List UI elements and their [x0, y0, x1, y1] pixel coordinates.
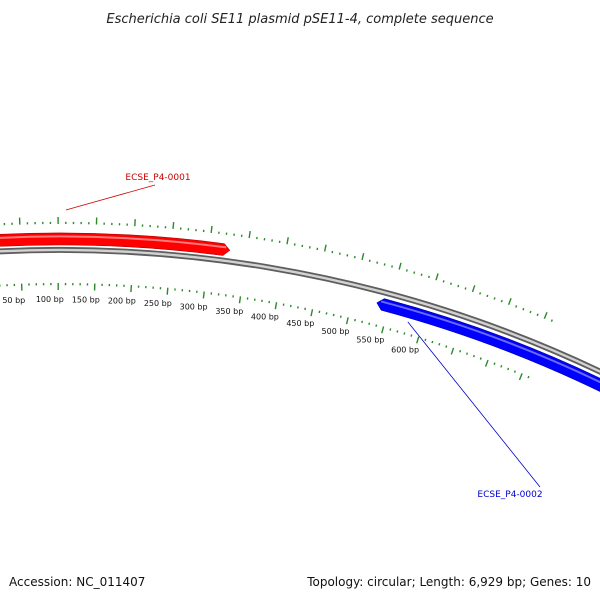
inner-tick — [381, 326, 385, 334]
inner-tick — [274, 302, 278, 310]
outer-tick — [486, 294, 489, 298]
backbone-inner — [0, 248, 600, 373]
feature-label-forward: ECSE_P4-0001 — [125, 173, 190, 183]
tick-label: 50 bp — [2, 296, 25, 305]
outer-tick — [500, 299, 503, 303]
tick-label: 200 bp — [108, 297, 136, 306]
tick-label: 150 bp — [72, 295, 100, 304]
inner-tick — [500, 365, 503, 368]
feature-leader-forward — [65, 184, 156, 211]
inner-tick — [389, 328, 392, 331]
inner-tick — [466, 352, 469, 355]
sequence-summary: Topology: circular; Length: 6,929 bp; Ge… — [306, 575, 591, 589]
outer-tick — [248, 230, 251, 239]
tick-label: 350 bp — [215, 307, 243, 316]
outer-tick — [383, 263, 386, 266]
inner-tick — [202, 291, 205, 299]
outer-tick — [471, 285, 476, 293]
outer-tick — [368, 259, 371, 262]
feature-label-reverse: ECSE_P4-0002 — [477, 490, 542, 500]
inner-tick — [166, 287, 169, 295]
inner-tick — [354, 318, 356, 322]
outer-tick — [442, 280, 445, 283]
inner-tick — [403, 332, 406, 335]
outer-tick — [405, 269, 408, 272]
tick-label: 250 bp — [144, 299, 172, 308]
outer-tick — [449, 282, 452, 285]
accession-label: Accession: NC_011407 — [9, 575, 145, 589]
inner-tick — [238, 296, 242, 304]
tick-label: 500 bp — [322, 327, 350, 336]
inner-tick — [507, 367, 510, 371]
outer-tick — [376, 261, 379, 264]
tick-label: 400 bp — [251, 313, 279, 322]
outer-tick — [172, 221, 175, 230]
inner-tick — [416, 336, 420, 344]
inner-tick — [375, 324, 378, 327]
inner-tick — [493, 362, 496, 365]
outer-tick — [529, 310, 532, 314]
inner-tick — [513, 370, 516, 373]
outer-tick — [210, 225, 213, 233]
outer-tick — [353, 255, 356, 259]
outer-tick — [550, 319, 553, 322]
inner-tick — [368, 322, 371, 325]
outer-tick — [507, 297, 512, 306]
map-title: Escherichia coli SE11 plasmid pSE11-4, c… — [106, 12, 493, 27]
outer-tick — [413, 271, 416, 274]
feature-arrow-forward — [0, 232, 231, 256]
inner-tick — [472, 354, 475, 358]
outer-tick — [543, 311, 548, 319]
outer-tick — [493, 297, 496, 300]
outer-tick — [323, 244, 327, 252]
feature-arrow-reverse — [376, 298, 600, 392]
circular-map: 50 bp 100 bp 150 bp 200 bp 250 bp 300 bp 350 b… — [0, 173, 600, 500]
outer-tick — [435, 273, 439, 281]
inner-tick — [445, 345, 448, 348]
outer-tick — [522, 307, 525, 311]
inner-tick — [438, 343, 441, 346]
outer-tick — [361, 253, 365, 261]
outer-tick — [420, 273, 423, 276]
outer-tick — [479, 292, 482, 295]
inner-tick — [361, 320, 364, 324]
inner-tick — [345, 317, 349, 325]
outer-tick — [286, 237, 289, 245]
inner-tick — [450, 347, 455, 355]
feature-highlight-reverse — [380, 300, 600, 384]
outer-tick — [515, 305, 518, 308]
feature-highlight-forward — [0, 235, 227, 249]
inner-tick — [410, 334, 413, 337]
tick-label: 300 bp — [180, 302, 208, 311]
outer-tick — [427, 275, 430, 279]
tick-label: 450 bp — [286, 319, 314, 328]
inner-tick — [479, 357, 482, 360]
inner-tick — [431, 340, 434, 344]
inner-tick — [459, 349, 462, 353]
outer-tick — [464, 287, 467, 290]
feature-leader-reverse — [407, 321, 541, 488]
inner-tick — [339, 315, 342, 318]
inner-tick — [518, 373, 523, 381]
outer-tick — [536, 313, 539, 317]
outer-tick — [398, 262, 402, 270]
inner-tick — [310, 309, 314, 317]
inner-tick — [424, 338, 427, 342]
outer-tick — [457, 284, 460, 288]
tick-label: 550 bp — [356, 336, 384, 345]
inner-tick — [527, 375, 530, 379]
tick-label: 100 bp — [36, 295, 64, 304]
inner-tick — [484, 359, 489, 367]
outer-tick — [391, 265, 394, 268]
inner-tick — [396, 330, 399, 333]
tick-label: 600 bp — [391, 345, 419, 354]
